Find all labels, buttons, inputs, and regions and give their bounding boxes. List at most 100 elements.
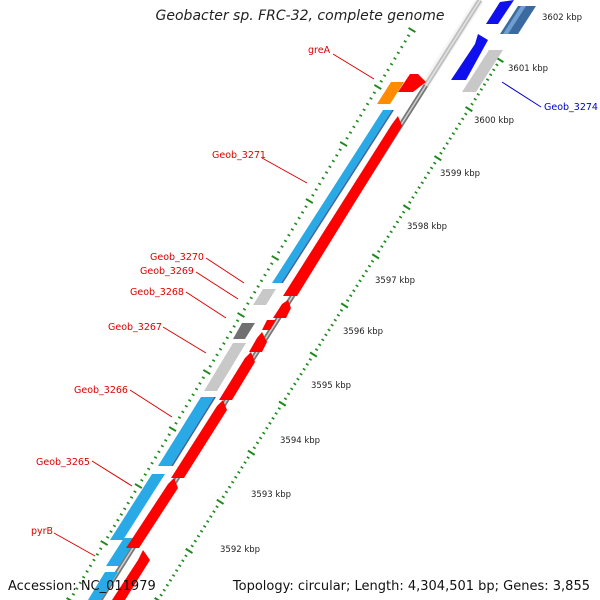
tick-mark-outer [168, 426, 177, 432]
tick-mark-outer [143, 473, 147, 477]
gene-label-geob-3270[interactable]: Geob_3270 [150, 252, 204, 263]
gene-label-geob-3268[interactable]: Geob_3268 [130, 287, 184, 298]
gene-geob-3266-fwd[interactable] [219, 352, 255, 400]
tick-mark-outer [100, 540, 109, 546]
tick-mark-scale [401, 210, 406, 214]
tick-mark-scale [457, 122, 462, 126]
gene-geob-3274-blue[interactable] [451, 34, 488, 80]
tick-mark-outer [95, 552, 100, 556]
tick-mark-scale [464, 112, 468, 116]
gene-geob-3275-blue[interactable] [486, 0, 514, 24]
tick-mark-outer [246, 302, 250, 306]
tick-mark-outer [335, 153, 339, 157]
scale-label-3602: 3602 kbp [542, 13, 582, 23]
tick-mark-scale [278, 400, 287, 407]
topology-label: Topology: circular; Length: 4,304,501 bp… [232, 579, 590, 594]
tick-mark-outer [276, 250, 281, 254]
gene-greA-adjacent[interactable] [398, 74, 426, 92]
tick-mark-scale [212, 510, 216, 514]
gene-geob-3268-fwd[interactable] [262, 320, 276, 330]
gene-label-geob-3271[interactable]: Geob_3271 [212, 150, 266, 161]
gene-geob-3274-hyp[interactable] [462, 50, 503, 92]
tick-mark-outer [369, 96, 373, 100]
gene-geob-3264-fwd[interactable] [126, 478, 178, 548]
backbone-white-gap [421, 0, 484, 88]
tick-mark-outer [386, 68, 390, 72]
tick-mark-outer [314, 188, 318, 192]
gene-label-geob-3265[interactable]: Geob_3265 [36, 457, 90, 468]
leader-geob-3271 [261, 157, 308, 184]
tick-mark-outer [406, 34, 411, 38]
tick-mark-scale [451, 132, 456, 136]
gene-geob-3267[interactable] [204, 343, 246, 391]
tick-mark-outer [400, 45, 404, 49]
gene-geob-3270[interactable] [253, 289, 276, 305]
tick-mark-scale [389, 230, 393, 234]
tick-mark-outer [123, 507, 127, 511]
tick-mark-outer [150, 461, 154, 465]
tick-mark-outer [305, 198, 314, 204]
gene-label-geob-3267[interactable]: Geob_3267 [108, 322, 162, 333]
tick-mark-outer [225, 336, 230, 340]
gene-label-pyrb[interactable]: pyrB [31, 526, 53, 537]
tick-mark-scale [371, 253, 380, 260]
tick-mark-scale [339, 308, 344, 312]
tick-mark-scale [367, 264, 372, 268]
scale-label-3597: 3597 kbp [375, 276, 415, 286]
tick-mark-outer [297, 216, 301, 220]
reverse-strand-features [88, 82, 404, 600]
tick-mark-scale [386, 235, 390, 239]
gene-pyrb-fwd[interactable] [112, 550, 150, 600]
tick-mark-scale [408, 200, 412, 204]
gene-pyrb[interactable] [88, 572, 118, 600]
tick-mark-outer [382, 74, 387, 78]
tick-mark-scale [165, 583, 170, 587]
gene-label-geob-3269[interactable]: Geob_3269 [140, 266, 194, 277]
tick-mark-outer [129, 495, 134, 499]
tick-mark-scale [340, 302, 349, 309]
tick-mark-scale [482, 83, 487, 87]
tick-mark-scale [433, 161, 437, 165]
tick-mark-scale [392, 225, 396, 229]
gene-geob-3271-fwd[interactable] [283, 116, 402, 296]
tick-mark-outer [174, 421, 178, 425]
tick-mark-scale [199, 529, 204, 533]
tick-mark-outer [359, 114, 363, 117]
tick-mark-outer [188, 399, 192, 402]
gene-geob-3265[interactable] [110, 474, 165, 540]
tick-mark-scale [496, 57, 504, 63]
scale-label-3592: 3592 kbp [220, 545, 260, 555]
gene-label-geob-3274[interactable]: Geob_3274 [544, 102, 598, 113]
gene-grea[interactable] [377, 82, 404, 104]
tick-mark-scale [296, 377, 300, 381]
gene-geob-3265-fwd[interactable] [171, 400, 227, 478]
tick-mark-scale [414, 191, 418, 195]
tick-mark-scale [305, 362, 309, 366]
tick-mark-outer [355, 119, 359, 123]
gene-geob-3271[interactable] [272, 110, 392, 283]
tick-mark-scale [265, 426, 269, 430]
tick-mark-outer [99, 547, 103, 551]
tick-mark-scale [202, 524, 207, 528]
tick-mark-scale [330, 323, 334, 327]
tick-mark-scale [485, 78, 490, 82]
tick-mark-scale [252, 446, 257, 450]
gene-geob-3267-dark[interactable] [233, 323, 255, 339]
tick-mark-outer [105, 535, 110, 539]
tick-mark-scale [174, 569, 179, 573]
tick-mark-scale [302, 367, 306, 371]
tick-mark-scale [358, 279, 362, 283]
tick-mark-outer [66, 597, 72, 600]
tick-mark-scale [240, 465, 244, 469]
tick-mark-scale [370, 259, 375, 263]
tick-mark-outer [237, 312, 245, 318]
tick-mark-scale [154, 597, 160, 600]
gene-label-grea[interactable]: greA [308, 45, 331, 56]
gene-label-geob-3266[interactable]: Geob_3266 [74, 385, 128, 396]
scale-label-3601: 3601 kbp [508, 64, 548, 74]
tick-mark-scale [258, 436, 263, 440]
gene-geob-3269-fwd[interactable] [273, 300, 291, 318]
gene-geob-3267-fwd[interactable] [249, 332, 267, 352]
gene-geob-3266[interactable] [158, 397, 214, 466]
